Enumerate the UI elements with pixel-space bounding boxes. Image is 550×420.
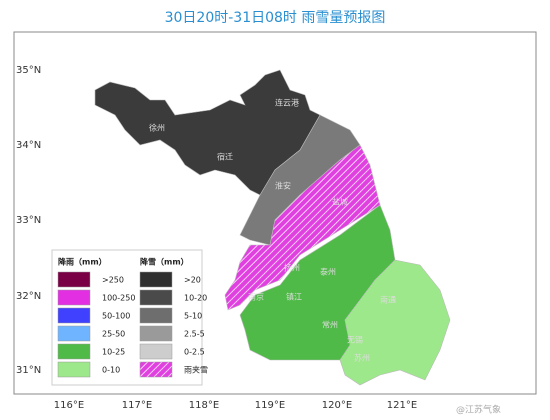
legend-swatch xyxy=(139,271,173,288)
city-label: 盐城 xyxy=(332,197,348,207)
city-label: 苏州 xyxy=(354,353,370,363)
watermark: @江苏气象 xyxy=(456,404,501,416)
legend-label: 0-10 xyxy=(102,366,120,375)
city-label: 南通 xyxy=(380,295,396,305)
legend-swatch xyxy=(57,307,91,324)
legend-label: 5-10 xyxy=(184,312,202,321)
city-label: 淮安 xyxy=(275,181,291,191)
latitude-label: 33°N xyxy=(16,215,41,226)
map-title: 30日20时-31日08时 雨雪量预报图 xyxy=(165,10,386,26)
legend-label: 50-100 xyxy=(102,312,130,321)
legend-label: 雨夹雪 xyxy=(184,365,208,375)
legend-swatch xyxy=(139,289,173,306)
legend-swatch xyxy=(57,289,91,306)
city-label: 常州 xyxy=(322,321,338,330)
legend-label: 10-20 xyxy=(184,294,207,303)
latitude-label: 34°N xyxy=(16,140,41,151)
legend-label: 100-250 xyxy=(102,294,135,303)
legend-label: 2.5-5 xyxy=(184,330,205,339)
longitude-label: 117°E xyxy=(122,400,152,411)
legend-label: 0-2.5 xyxy=(184,348,205,357)
legend-swatch xyxy=(57,361,91,378)
legend-swatch xyxy=(139,307,173,324)
legend-swatch xyxy=(139,361,173,378)
province-map xyxy=(94,69,451,386)
city-label: 扬州 xyxy=(284,263,300,273)
city-label: 宿迁 xyxy=(217,152,233,162)
region-rain-light xyxy=(339,259,451,386)
region-sleet xyxy=(224,144,381,311)
longitude-label: 118°E xyxy=(189,400,219,411)
region-snow-heavy xyxy=(94,69,321,196)
city-label: 无锡 xyxy=(347,336,363,345)
legend-label: >250 xyxy=(102,276,124,285)
city-label: 泰州 xyxy=(320,267,336,277)
city-label: 连云港 xyxy=(275,98,299,108)
city-label: 徐州 xyxy=(149,123,165,133)
legend-title: 降雨（mm） xyxy=(58,257,107,267)
legend-label: 25-50 xyxy=(102,330,125,339)
legend-swatch xyxy=(139,343,173,360)
legend-swatch xyxy=(57,325,91,342)
city-label: 镇江 xyxy=(286,292,302,302)
city-label: 南京 xyxy=(248,292,264,302)
longitude-label: 120°E xyxy=(322,400,352,411)
longitude-label: 121°E xyxy=(387,400,417,411)
latitude-label: 32°N xyxy=(16,291,41,302)
legend-label: >20 xyxy=(184,276,201,285)
latitude-label: 35°N xyxy=(16,65,41,76)
legend-swatch xyxy=(57,343,91,360)
latitude-label: 31°N xyxy=(16,365,41,376)
legend-swatch xyxy=(57,271,91,288)
legend-title: 降雪（mm） xyxy=(140,257,189,267)
legend-label: 10-25 xyxy=(102,348,125,357)
longitude-label: 119°E xyxy=(255,400,285,411)
map-frame xyxy=(13,31,537,395)
legend-swatch xyxy=(139,325,173,342)
longitude-label: 116°E xyxy=(54,400,84,411)
